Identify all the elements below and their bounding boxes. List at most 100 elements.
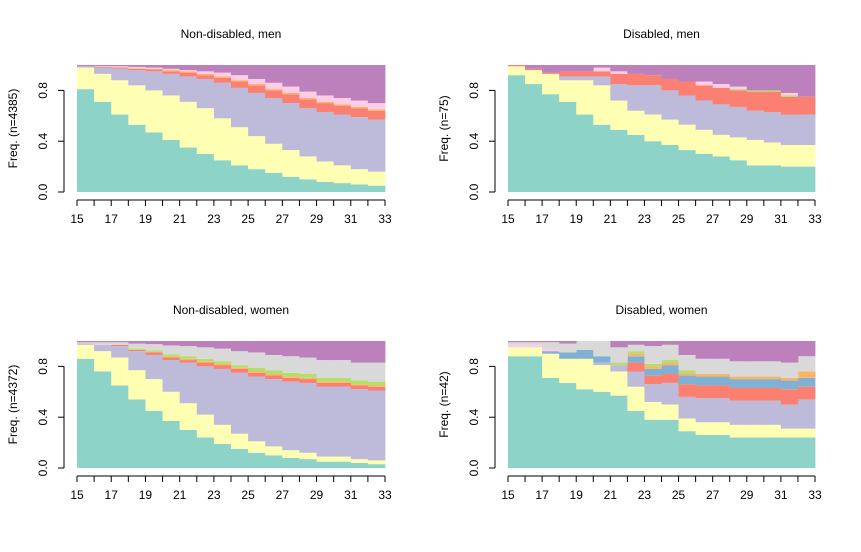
y-tick-label: 0.0 [36, 183, 50, 200]
state-segment [729, 424, 748, 438]
x-tick-label: 19 [139, 488, 153, 502]
state-segment [196, 366, 215, 415]
state-segment [179, 360, 198, 363]
x-tick-label: 17 [105, 488, 119, 502]
state-segment [508, 342, 526, 345]
state-segment [316, 341, 335, 361]
state-segment [559, 352, 577, 359]
state-segment [299, 179, 317, 192]
state-segment [797, 386, 816, 400]
state-segment [196, 108, 215, 154]
state-segment [780, 404, 799, 429]
state-segment [299, 379, 317, 383]
y-tick-label: 0.4 [467, 133, 481, 150]
state-segment [231, 65, 249, 76]
state-segment [111, 80, 129, 115]
state-segment [282, 341, 300, 357]
state-segment [712, 374, 731, 377]
state-segment [712, 134, 731, 157]
state-segment [542, 342, 560, 349]
state-segment [576, 341, 594, 350]
state-segment [145, 354, 163, 380]
state-segment [282, 450, 300, 458]
state-segment [196, 414, 215, 438]
state-segment [627, 110, 645, 135]
state-segment [299, 382, 317, 453]
state-segment [678, 372, 697, 376]
state-segment [525, 84, 543, 192]
state-segment [231, 367, 249, 369]
state-segment [695, 358, 714, 375]
state-segment [780, 92, 799, 96]
state-segment [678, 370, 697, 373]
state-segment [231, 80, 249, 82]
x-tick-label: 27 [276, 488, 290, 502]
state-segment [367, 381, 386, 386]
state-segment [644, 375, 662, 385]
state-segment [627, 353, 645, 357]
state-segment [593, 356, 611, 363]
state-segment [644, 114, 662, 142]
state-segment [729, 387, 748, 401]
state-segment [248, 452, 266, 468]
state-segment [196, 362, 215, 367]
state-segment [145, 69, 163, 72]
y-tick-label: 0.0 [467, 459, 481, 476]
state-segment [77, 342, 95, 344]
state-segment [196, 75, 215, 79]
state-segment [525, 342, 543, 345]
state-segment [367, 341, 386, 363]
state-segment [162, 421, 181, 468]
state-segment [559, 358, 577, 383]
state-segment [644, 384, 662, 402]
state-segment [797, 145, 816, 167]
state-segment [559, 65, 577, 72]
x-tick-label: 15 [501, 212, 515, 226]
state-segment [593, 65, 611, 68]
state-segment [610, 129, 628, 192]
panel-title: Non-disabled, men [181, 27, 282, 41]
state-segment [746, 65, 765, 91]
x-tick-label: 29 [310, 488, 324, 502]
state-segment [712, 385, 731, 399]
state-segment [695, 376, 714, 386]
state-segment [333, 461, 352, 468]
state-segment [196, 358, 215, 362]
state-segment [576, 71, 594, 77]
state-segment [542, 348, 560, 352]
state-segment [763, 424, 782, 438]
x-tick-label: 25 [241, 488, 255, 502]
state-segment [508, 347, 526, 357]
state-segment [231, 75, 249, 81]
state-segment [248, 136, 266, 170]
state-segment [128, 349, 146, 352]
state-segment [248, 341, 266, 353]
state-segment [593, 362, 611, 366]
state-segment [593, 85, 611, 125]
state-segment [333, 65, 352, 99]
state-segment [299, 377, 317, 380]
state-segment [162, 357, 181, 361]
state-segment [350, 385, 369, 390]
state-segment [316, 456, 335, 462]
state-segment [367, 109, 386, 111]
state-segment [678, 354, 697, 371]
state-segment [367, 362, 386, 382]
state-segment [94, 67, 112, 74]
state-segment [179, 356, 198, 359]
state-segment [196, 71, 215, 74]
state-segment [678, 396, 697, 419]
state-segment [282, 356, 300, 373]
state-segment [213, 82, 232, 119]
state-segment [367, 103, 386, 110]
x-tick-label: 21 [604, 212, 618, 226]
state-segment [712, 358, 731, 375]
state-segment [559, 343, 577, 353]
state-segment [162, 345, 181, 355]
x-tick-label: 25 [241, 212, 255, 226]
state-segment [316, 381, 335, 383]
state-segment [576, 76, 594, 81]
state-segment [316, 161, 335, 182]
state-segment [746, 400, 765, 425]
state-segment [542, 351, 560, 354]
